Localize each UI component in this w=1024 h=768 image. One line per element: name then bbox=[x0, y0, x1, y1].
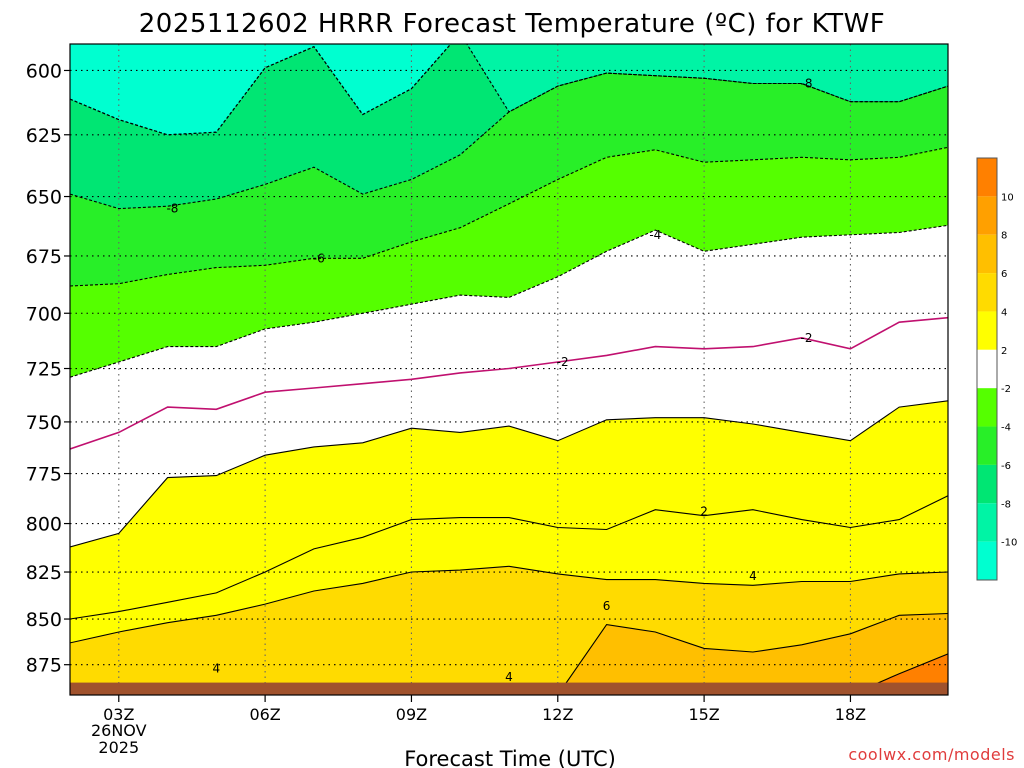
x-tick-label: 18Z bbox=[835, 705, 866, 724]
legend-swatch bbox=[977, 426, 997, 465]
contour-line--6 bbox=[70, 72, 948, 210]
legend-swatch bbox=[977, 196, 997, 235]
legend-swatch bbox=[977, 311, 997, 350]
contour-label: -8 bbox=[801, 77, 813, 91]
legend-label: -4 bbox=[1001, 423, 1011, 434]
contour-label: 4 bbox=[213, 661, 221, 675]
contour-label: -8 bbox=[166, 202, 178, 216]
y-tick-label: 675 bbox=[26, 246, 62, 268]
x-tick-label: 12Z bbox=[542, 705, 573, 724]
contour-label: 4 bbox=[505, 670, 513, 684]
legend-swatch bbox=[977, 234, 997, 274]
legend-label: -6 bbox=[1001, 461, 1011, 472]
contour-layer bbox=[70, 44, 948, 695]
contour-line-4 bbox=[70, 495, 948, 620]
y-tick-label: 875 bbox=[26, 655, 62, 677]
contour-label: -2 bbox=[801, 331, 813, 345]
y-tick-label: 700 bbox=[26, 303, 62, 325]
x-tick-label: 03Z bbox=[103, 705, 134, 724]
x-tick-label: 15Z bbox=[688, 705, 719, 724]
contour-label: 6 bbox=[603, 599, 611, 613]
contour-line--4 bbox=[70, 146, 948, 287]
contour-line-0 bbox=[70, 316, 948, 450]
legend-label: -8 bbox=[1001, 499, 1011, 510]
legend-swatch bbox=[977, 388, 997, 427]
plot-area: -8 -8 -6 -4 -2 -2 2 4 4 4 6 bbox=[65, 44, 953, 715]
y-tick-label: 850 bbox=[26, 609, 62, 631]
legend-swatch bbox=[977, 349, 997, 389]
grid-layer bbox=[70, 44, 948, 695]
y-tick-label: 750 bbox=[26, 412, 62, 434]
contour-label-layer: -8 -8 -6 -4 -2 -2 2 4 4 4 6 bbox=[166, 77, 812, 685]
y-tick-label: 775 bbox=[26, 464, 62, 486]
legend-swatch bbox=[977, 503, 997, 542]
contour-label: -4 bbox=[649, 228, 661, 242]
contour-line--2 bbox=[70, 224, 948, 378]
legend-swatch bbox=[977, 273, 997, 312]
x-tick-label: 06Z bbox=[249, 705, 280, 724]
y-axis: 600 625 650 675 700 725 750 775 800 825 850 875 bbox=[26, 60, 70, 677]
warm-band-6 bbox=[70, 613, 948, 695]
temperature-fill-layer bbox=[65, 44, 953, 715]
legend-label: 4 bbox=[1001, 307, 1007, 318]
color-legend: 10 8 6 4 2 -2 -4 -6 -8 -10 bbox=[976, 157, 1017, 581]
chart-title: 2025112602 HRRR Forecast Temperature (ºC… bbox=[139, 9, 886, 39]
x-tick-year: 2025 bbox=[98, 738, 139, 757]
ground-layer bbox=[70, 682, 948, 695]
plot-frame bbox=[69, 43, 949, 696]
contour-label: 2 bbox=[700, 505, 708, 519]
band-6 bbox=[65, 695, 953, 715]
contour-line-4 bbox=[70, 565, 948, 644]
legend-label: 8 bbox=[1001, 231, 1007, 242]
legend-swatch bbox=[977, 158, 997, 197]
y-tick-label: 725 bbox=[26, 359, 62, 381]
watermark-text: coolwx.com/models bbox=[848, 745, 1015, 764]
contour-line-2 bbox=[70, 400, 948, 548]
y-tick-label: 600 bbox=[26, 60, 62, 82]
ground-surface bbox=[70, 682, 948, 695]
y-tick-label: 800 bbox=[26, 514, 62, 536]
y-tick-label: 825 bbox=[26, 562, 62, 584]
legend-label: 6 bbox=[1001, 269, 1007, 280]
legend-label: -2 bbox=[1001, 384, 1011, 395]
legend-label: -10 bbox=[1001, 538, 1017, 549]
contour-label: -6 bbox=[313, 251, 325, 265]
contour-label: -2 bbox=[557, 355, 569, 369]
legend-label: 2 bbox=[1001, 346, 1007, 357]
y-tick-label: 625 bbox=[26, 125, 62, 147]
legend-frame bbox=[976, 157, 998, 581]
x-tick-label: 09Z bbox=[396, 705, 427, 724]
legend-swatch bbox=[977, 541, 997, 580]
contour-line-6 bbox=[70, 612, 948, 695]
contour-label: 4 bbox=[749, 569, 757, 583]
x-tick-date: 26NOV bbox=[91, 721, 147, 740]
x-axis-label: Forecast Time (UTC) bbox=[404, 747, 616, 768]
y-tick-label: 650 bbox=[26, 187, 62, 209]
legend-swatch bbox=[977, 464, 997, 504]
legend-label: 10 bbox=[1001, 192, 1014, 203]
